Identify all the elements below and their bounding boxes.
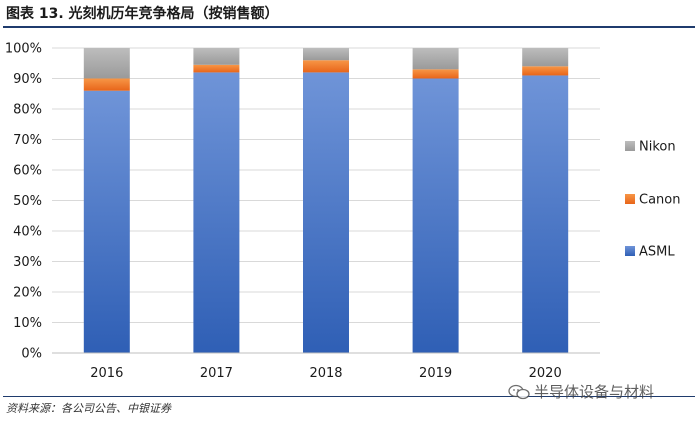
y-tick-label: 80% [13,103,42,118]
legend-label-asml: ASML [639,245,675,260]
x-tick-label: 2018 [309,366,342,381]
bars [83,48,569,354]
bar-segment-nikon-2020 [522,48,569,67]
y-tick-label: 50% [13,194,42,209]
title-divider [3,26,695,28]
wechat-icon [508,384,530,399]
watermark-text: 半导体设备与材料 [534,383,655,401]
bar-segment-canon-2018 [303,60,349,73]
legend-swatch-asml [625,246,635,256]
y-tick-label: 30% [13,255,42,270]
bar-segment-canon-2017 [193,64,240,73]
chart-title: 图表 13. 光刻机历年竞争格局（按销售额） [6,6,279,22]
x-tick-label: 2016 [90,366,123,381]
bar-segment-asml-2020 [522,75,569,353]
bar-segment-nikon-2017 [193,48,240,65]
x-tick-label: 2020 [529,366,562,381]
x-tick-label: 2017 [200,366,233,381]
y-tick-label: 60% [13,164,42,179]
bar-segment-nikon-2019 [412,48,459,70]
y-tick-label: 90% [13,72,42,87]
source-note: 资料来源：各公司公告、中银证券 [6,402,171,415]
y-tick-label: 0% [21,347,42,362]
watermark: 半导体设备与材料 [508,381,654,402]
legend-swatch-canon [625,194,635,204]
y-tick-label: 10% [13,316,42,331]
y-tick-label: 100% [5,42,42,57]
legend: Nikon Canon ASML [625,140,680,260]
x-tick-label: 2019 [419,366,452,381]
bar-segment-canon-2016 [83,78,130,91]
legend-label-canon: Canon [639,193,680,208]
bar-segment-nikon-2018 [303,48,349,61]
y-tick-label: 70% [13,133,42,148]
y-tick-label: 20% [13,286,42,301]
footer-divider [3,396,695,397]
axes: 0% 10% 20% 30% 40% 50% 60% 70% 80% 90% 100% 2016 201… [5,42,600,381]
bar-segment-asml-2018 [303,72,349,354]
bar-segment-asml-2019 [412,78,459,353]
bar-segment-asml-2016 [83,90,130,353]
bar-segment-asml-2017 [193,72,240,354]
bar-segment-nikon-2016 [83,48,130,79]
y-tick-label: 40% [13,225,42,240]
legend-swatch-nikon [625,141,635,151]
legend-label-nikon: Nikon [639,140,676,155]
bar-segment-canon-2020 [522,66,569,76]
bar-segment-canon-2019 [412,69,459,79]
